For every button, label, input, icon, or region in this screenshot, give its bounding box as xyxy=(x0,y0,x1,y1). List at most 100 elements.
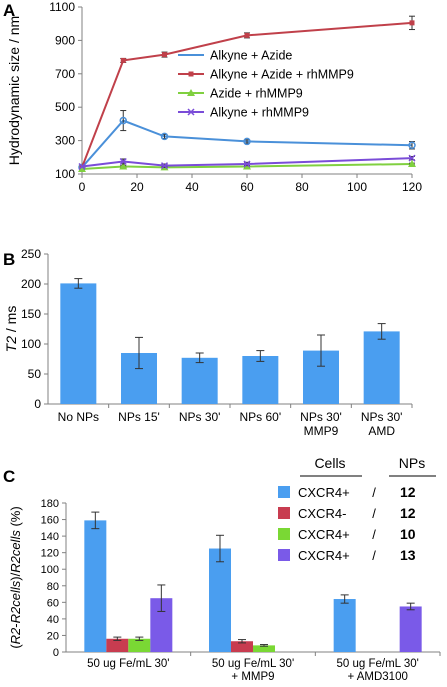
c-y-tick-label: 180 xyxy=(41,498,59,510)
a-data-point xyxy=(409,20,415,26)
c-legend-nps: 12 xyxy=(400,484,416,500)
c-y-tick-label: 140 xyxy=(41,531,59,543)
c-bar xyxy=(106,638,129,652)
c-bar xyxy=(399,606,422,652)
c-legend-cells: CXCR4+ xyxy=(298,485,350,500)
a-y-tick-label: 100 xyxy=(55,167,75,181)
a-legend-marker xyxy=(187,108,195,116)
b-x-tick-label: MMP9 xyxy=(304,424,339,438)
a-legend-label: Alkyne + Azide + rhMMP9 xyxy=(210,68,354,82)
c-y-tick-label: 40 xyxy=(47,614,59,626)
c-bar xyxy=(84,520,107,652)
a-data-point xyxy=(119,162,128,170)
b-y-tick-label: 50 xyxy=(28,367,42,381)
a-data-point xyxy=(243,137,251,146)
c-legend-cells: CXCR4- xyxy=(298,506,346,521)
c-legend-separator: / xyxy=(372,506,376,521)
a-y-tick-label: 300 xyxy=(55,134,75,148)
c-x-tick-label: 50 ug Fe/mL 30' xyxy=(337,658,419,670)
c-x-tick-label: + AMD3100 xyxy=(347,671,407,683)
c-x-tick-label: 50 ug Fe/mL 30' xyxy=(212,658,294,670)
c-legend-swatch xyxy=(278,507,290,519)
c-legend-swatch xyxy=(278,486,290,498)
b-y-axis-label: T2 / ms xyxy=(3,306,19,353)
c-legend-cells: CXCR4+ xyxy=(298,548,350,563)
c-bar xyxy=(253,645,275,652)
b-x-tick-label: NPs 30' xyxy=(300,410,342,424)
a-data-point xyxy=(408,141,416,150)
b-x-tick-label: No NPs xyxy=(58,410,99,424)
c-bar xyxy=(128,638,151,652)
b-x-tick-label: NPs 30' xyxy=(361,410,403,424)
a-x-tick-label: 120 xyxy=(402,180,422,194)
a-x-tick-label: 0 xyxy=(79,180,86,194)
a-data-point xyxy=(120,57,126,63)
b-bar xyxy=(363,331,400,404)
a-data-point xyxy=(78,162,86,171)
a-x-tick-label: 80 xyxy=(295,180,309,194)
a-x-tick-label: 100 xyxy=(347,180,367,194)
panel-label-c: C xyxy=(3,467,15,486)
a-x-tick-label: 40 xyxy=(185,180,199,194)
c-bar xyxy=(150,598,173,652)
a-y-axis-label: Hydrodynamic size / nm xyxy=(6,16,22,165)
c-y-tick-label: 60 xyxy=(47,597,59,609)
a-legend-label: Alkyne + rhMMP9 xyxy=(210,106,309,120)
c-y-tick-label: 120 xyxy=(41,548,59,560)
c-legend-cells: CXCR4+ xyxy=(298,527,350,542)
a-data-point xyxy=(408,159,416,167)
b-y-tick-label: 0 xyxy=(34,397,41,411)
c-x-tick-label: + MMP9 xyxy=(231,671,274,683)
a-y-tick-label: 500 xyxy=(55,100,75,114)
b-y-tick-label: 150 xyxy=(21,307,41,321)
b-y-tick-label: 200 xyxy=(21,277,41,291)
a-legend-marker xyxy=(188,71,194,77)
a-data-point xyxy=(244,32,250,38)
a-data-point xyxy=(162,52,167,58)
c-legend-header-nps: NPs xyxy=(399,455,425,471)
a-y-tick-label: 700 xyxy=(55,67,75,81)
c-legend-swatch xyxy=(278,528,290,540)
a-data-point xyxy=(78,164,86,172)
c-bar xyxy=(333,599,356,652)
a-y-tick-label: 900 xyxy=(55,33,75,47)
c-legend-nps: 10 xyxy=(400,526,416,542)
c-legend-separator: / xyxy=(372,527,376,542)
a-y-tick-label: 1100 xyxy=(49,0,75,14)
c-legend-nps: 12 xyxy=(400,505,416,521)
a-data-point xyxy=(160,162,169,170)
b-x-tick-label: NPs 15' xyxy=(118,410,160,424)
a-data-point xyxy=(119,116,127,125)
b-y-tick-label: 100 xyxy=(21,337,41,351)
a-data-point xyxy=(160,132,169,141)
c-legend-swatch xyxy=(278,549,290,561)
c-legend-nps: 13 xyxy=(400,547,416,563)
c-bar xyxy=(231,641,253,652)
c-y-axis-label: (R2-R2cells)/R2cells (%) xyxy=(8,506,23,648)
c-y-tick-label: 100 xyxy=(41,564,59,576)
c-legend-separator: / xyxy=(372,485,376,500)
b-x-tick-label: NPs 30' xyxy=(179,410,221,424)
c-x-tick-label: 50 ug Fe/mL 30' xyxy=(87,658,169,670)
b-x-tick-label: NPs 60' xyxy=(240,410,282,424)
b-x-tick-label: AMD xyxy=(368,424,395,438)
c-legend-header-cells: Cells xyxy=(314,455,345,471)
c-y-tick-label: 20 xyxy=(47,630,59,642)
c-legend-separator: / xyxy=(372,548,376,563)
b-bar xyxy=(181,357,218,404)
a-data-point xyxy=(119,157,127,166)
a-legend-label: Azide + rhMMP9 xyxy=(210,87,303,101)
c-bar xyxy=(209,548,231,652)
a-x-tick-label: 20 xyxy=(130,180,144,194)
panel-label-a: A xyxy=(3,1,15,20)
panel-label-b: B xyxy=(3,250,15,269)
c-y-tick-label: 0 xyxy=(53,647,59,659)
a-x-tick-label: 60 xyxy=(240,180,254,194)
b-bar xyxy=(60,283,97,404)
a-legend-marker xyxy=(187,89,195,96)
a-legend-label: Alkyne + Azide xyxy=(210,49,292,63)
b-bar xyxy=(242,356,279,404)
a-data-point xyxy=(243,160,251,168)
c-y-tick-label: 80 xyxy=(47,581,59,593)
